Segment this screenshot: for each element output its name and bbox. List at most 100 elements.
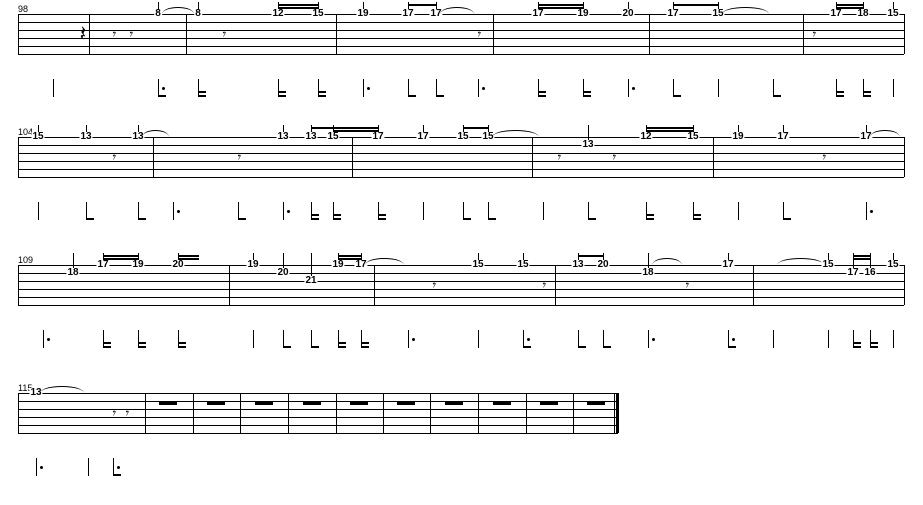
rhythm-mark xyxy=(478,330,479,348)
fret-number: 20 xyxy=(621,9,634,19)
rhythm-dot xyxy=(632,87,635,90)
fret-number: 17 xyxy=(721,260,734,270)
rhythm-dot xyxy=(527,338,530,341)
rhythm-flag xyxy=(693,214,701,216)
rhythm-flag xyxy=(588,218,596,220)
staff-line xyxy=(18,30,904,31)
rhythm-flag xyxy=(673,95,681,97)
beam xyxy=(338,255,362,257)
fret-number: 19 xyxy=(731,132,744,142)
barline xyxy=(18,265,19,305)
rhythm-flag xyxy=(646,218,654,220)
rhythm-flag xyxy=(311,214,319,216)
fret-number: 12 xyxy=(271,9,284,19)
staff-line xyxy=(18,409,618,410)
barline xyxy=(352,137,353,177)
barline xyxy=(153,137,154,177)
eighth-rest: 𝄾 xyxy=(611,150,615,164)
rhythm-mark xyxy=(738,202,739,220)
tie xyxy=(722,7,769,14)
rhythm-mark xyxy=(88,458,89,476)
rhythm-mark xyxy=(773,330,774,348)
fret-number: 8 xyxy=(194,9,202,19)
rhythm-flag xyxy=(783,218,791,220)
staff-line xyxy=(18,417,618,418)
rhythm-flag xyxy=(361,346,369,348)
whole-rest xyxy=(445,401,463,405)
staff-line xyxy=(18,22,904,23)
tie xyxy=(440,7,474,14)
barline xyxy=(904,14,905,54)
beam xyxy=(311,127,334,129)
rhythm-flag xyxy=(523,346,531,348)
barline xyxy=(555,265,556,305)
staff-line xyxy=(18,433,618,434)
fret-number: 17 xyxy=(416,132,429,142)
rhythm-mark xyxy=(38,202,39,220)
barline xyxy=(336,393,337,433)
rhythm-flag xyxy=(436,95,444,97)
tie xyxy=(142,130,169,137)
beam xyxy=(673,4,719,6)
tie xyxy=(652,258,682,265)
staff-line xyxy=(18,273,904,274)
fret-number: 21 xyxy=(304,276,317,286)
eighth-rest: 𝄾 xyxy=(221,27,225,41)
rhythm-flag xyxy=(870,342,878,344)
fret-number: 19 xyxy=(331,260,344,270)
fret-number: 13 xyxy=(304,132,317,142)
rhythm-flag xyxy=(603,346,611,348)
eighth-rest: 𝄾 xyxy=(821,150,825,164)
beam xyxy=(278,4,319,6)
rhythm-mark xyxy=(253,330,254,348)
fret-number: 20 xyxy=(596,260,609,270)
rhythm-flag xyxy=(463,218,471,220)
rhythm-mark xyxy=(36,458,37,476)
rhythm-flag xyxy=(338,342,346,344)
fret-number: 17 xyxy=(96,260,109,270)
eighth-rest: 𝄾 xyxy=(476,27,480,41)
fret-number: 13 xyxy=(581,140,594,150)
staff-line xyxy=(18,265,904,266)
rhythm-flag xyxy=(311,346,319,348)
rhythm-flag xyxy=(178,346,186,348)
beam xyxy=(538,4,584,6)
fret-number: 15 xyxy=(311,9,324,19)
eighth-rest: 𝄾 xyxy=(111,406,115,420)
barline xyxy=(18,14,19,54)
staff-line xyxy=(18,145,904,146)
staff-line xyxy=(18,281,904,282)
rhythm-mark xyxy=(478,79,479,97)
whole-rest xyxy=(159,401,177,405)
rhythm-mark xyxy=(648,330,649,348)
beam xyxy=(646,127,694,129)
rhythm-flag xyxy=(103,346,111,348)
barline xyxy=(374,265,375,305)
fret-number: 17 xyxy=(401,9,414,19)
rhythm-flag xyxy=(836,95,844,97)
beam xyxy=(853,255,871,257)
barline xyxy=(573,393,574,433)
fret-number: 17 xyxy=(666,9,679,19)
eighth-rest: 𝄾 xyxy=(236,150,240,164)
fret-number: 17 xyxy=(776,132,789,142)
barline xyxy=(803,14,804,54)
eighth-rest: 𝄾 xyxy=(111,150,115,164)
fret-number: 13 xyxy=(276,132,289,142)
staff-line xyxy=(18,46,904,47)
tie xyxy=(492,130,539,137)
fret-number: 8 xyxy=(154,9,162,19)
rhythm-dot xyxy=(287,210,290,213)
fret-number: 18 xyxy=(66,268,79,278)
rhythm-dot xyxy=(177,210,180,213)
fret-number: 20 xyxy=(276,268,289,278)
fret-number: 17 xyxy=(531,9,544,19)
rhythm-flag xyxy=(283,346,291,348)
fret-number: 15 xyxy=(326,132,339,142)
barline xyxy=(383,393,384,433)
rhythm-flag xyxy=(583,91,591,93)
fret-number: 16 xyxy=(863,268,876,278)
final-barline xyxy=(614,393,615,433)
barline xyxy=(904,137,905,177)
staff-line xyxy=(18,161,904,162)
